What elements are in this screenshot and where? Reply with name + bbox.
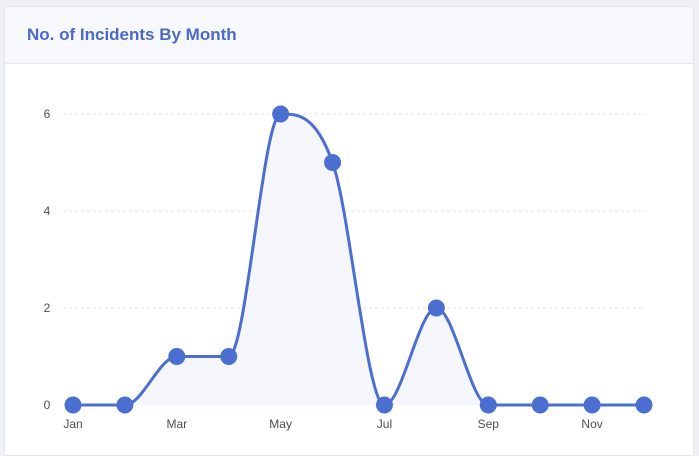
data-point-oct[interactable] [531, 396, 549, 414]
grid-layer [63, 113, 646, 309]
x-tick-label: May [269, 417, 292, 431]
data-point-aug[interactable] [427, 299, 445, 317]
data-point-nov[interactable] [583, 396, 601, 414]
chart-card: No. of Incidents By Month 0 2 4 6 Jan Mar May J… [4, 6, 694, 456]
y-tick-label: 4 [44, 204, 51, 218]
data-point-jun[interactable] [324, 154, 342, 171]
data-point-mar[interactable] [168, 348, 186, 365]
x-tick-label: Sep [478, 417, 500, 431]
point-layer [64, 105, 653, 414]
area-layer [71, 112, 646, 407]
data-point-sep[interactable] [479, 396, 497, 414]
data-point-apr[interactable] [220, 348, 238, 365]
x-tick-label: Jan [63, 417, 82, 431]
data-point-may[interactable] [272, 105, 290, 123]
card-title: No. of Incidents By Month [27, 25, 237, 44]
chart-area: 0 2 4 6 Jan Mar May Jul Sep Nov [5, 7, 693, 451]
x-tick-label: Nov [581, 417, 602, 431]
data-point-jan[interactable] [64, 396, 82, 414]
axis-layer: 0 2 4 6 Jan Mar May Jul Sep Nov [44, 107, 603, 431]
data-point-jul[interactable] [375, 396, 393, 414]
y-tick-label: 0 [44, 398, 51, 412]
incidents-chart: 0 2 4 6 Jan Mar May Jul Sep Nov [44, 105, 653, 431]
area-fill [73, 114, 644, 405]
y-tick-label: 2 [44, 301, 51, 315]
data-point-feb[interactable] [116, 396, 134, 414]
x-tick-label: Jul [377, 417, 392, 431]
card-header: No. of Incidents By Month [5, 7, 693, 64]
y-tick-label: 6 [44, 107, 51, 121]
data-point-dec[interactable] [635, 396, 653, 414]
x-tick-label: Mar [166, 417, 187, 431]
